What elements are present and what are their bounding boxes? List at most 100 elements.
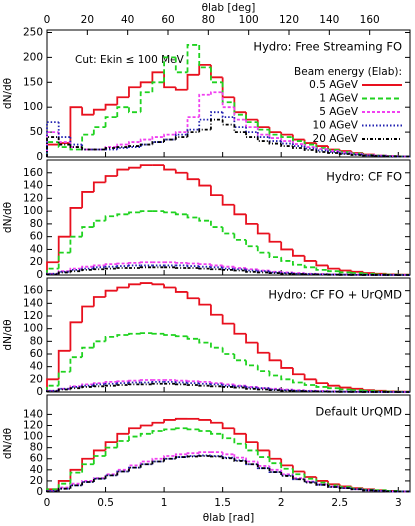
histogram-step (139, 91, 153, 113)
y-tick-label: 250 (23, 26, 43, 38)
histogram-step (186, 265, 200, 267)
histogram-step (163, 211, 176, 214)
histogram-step (174, 427, 188, 430)
histogram-step (198, 338, 211, 344)
y-tick-label: 140 (23, 408, 43, 420)
histogram-step (104, 382, 118, 385)
histogram-step (315, 150, 329, 153)
histogram-step (245, 127, 258, 133)
histogram-step (92, 340, 106, 348)
histogram-step (292, 367, 305, 376)
y-tick-label: 20 (30, 256, 43, 268)
histogram-step (139, 261, 153, 264)
histogram-step (210, 220, 223, 228)
histogram-step (92, 181, 106, 192)
series (46, 118, 410, 158)
histogram-step (151, 141, 165, 145)
histogram-step (151, 382, 165, 385)
histogram-step (174, 87, 188, 91)
histogram-step (198, 265, 211, 268)
histogram-step (104, 267, 118, 270)
y-tick-label: 0 (36, 386, 43, 398)
histogram-step (139, 432, 153, 437)
series (46, 455, 410, 493)
x-tick-label: 1 (161, 497, 168, 509)
histogram-step (57, 132, 71, 143)
histogram-step (315, 482, 329, 486)
histogram-step (104, 265, 118, 268)
histogram-step (221, 386, 235, 388)
y-tick-label: 60 (30, 231, 43, 243)
x-tick-label: 2.5 (331, 497, 348, 509)
histogram-step (303, 148, 317, 151)
y-axis-label: dN/dθ (2, 428, 14, 459)
x-tick-label: 1.5 (214, 497, 231, 509)
histogram-step (139, 143, 153, 147)
histogram-step (210, 431, 223, 435)
histogram-step (385, 490, 399, 493)
histogram-step (221, 433, 235, 440)
y-tick-label: 100 (23, 431, 43, 443)
histogram-step (174, 417, 188, 420)
histogram-step (233, 386, 247, 389)
histogram-step (198, 418, 211, 421)
histogram-step (245, 360, 258, 367)
histogram-step (268, 233, 282, 243)
histogram-step (57, 388, 71, 392)
histogram-step (174, 169, 188, 174)
histogram-step (327, 269, 340, 273)
histogram-step (92, 477, 106, 483)
histogram-step (245, 112, 258, 121)
histogram-step (92, 264, 106, 267)
histogram-step (174, 267, 188, 269)
histogram-step (256, 464, 270, 470)
y-tick-label: 60 (30, 348, 43, 360)
histogram-step (233, 354, 247, 362)
histogram-step (92, 455, 106, 465)
histogram-step (268, 450, 282, 460)
histogram-step (280, 138, 293, 142)
y-tick-label: 80 (30, 218, 43, 230)
histogram-step (221, 384, 235, 387)
histogram-step (92, 219, 106, 228)
histogram-step (69, 471, 83, 484)
histogram-step (116, 96, 129, 105)
y-tick-label: 80 (30, 335, 43, 347)
histogram-step (92, 449, 106, 459)
histogram-step (233, 117, 247, 129)
histogram-step (245, 119, 258, 129)
histogram-step (221, 112, 235, 119)
histogram-step (163, 72, 176, 89)
histogram-step (128, 435, 141, 442)
histogram-step (292, 143, 305, 147)
histogram-step (280, 458, 293, 467)
y-tick-label: 20 (30, 373, 43, 385)
histogram-step (128, 332, 141, 335)
histogram-step (221, 119, 235, 126)
histogram-step (233, 323, 247, 335)
histogram-step (116, 334, 129, 337)
x-axis-label: θlab [rad] (203, 512, 254, 524)
histogram-step (163, 333, 176, 336)
histogram-step (210, 266, 223, 269)
histogram-step (57, 251, 71, 269)
histogram-step (210, 383, 223, 386)
histogram-step (128, 381, 141, 384)
y-tick-label: 80 (30, 442, 43, 454)
histogram-step (186, 214, 200, 219)
histogram-step (338, 385, 352, 389)
histogram-step (139, 266, 153, 269)
histogram-step (210, 342, 223, 349)
histogram-step (233, 266, 247, 269)
histogram-step (57, 482, 71, 490)
histogram-step (46, 136, 59, 157)
histogram-step (327, 383, 340, 387)
histogram-step (268, 252, 282, 259)
histogram-step (139, 210, 153, 213)
histogram-step (338, 149, 352, 152)
histogram-step (233, 428, 247, 435)
histogram-step (116, 440, 129, 448)
histogram-step (256, 388, 270, 391)
histogram-step (151, 136, 165, 140)
histogram-step (280, 375, 293, 381)
